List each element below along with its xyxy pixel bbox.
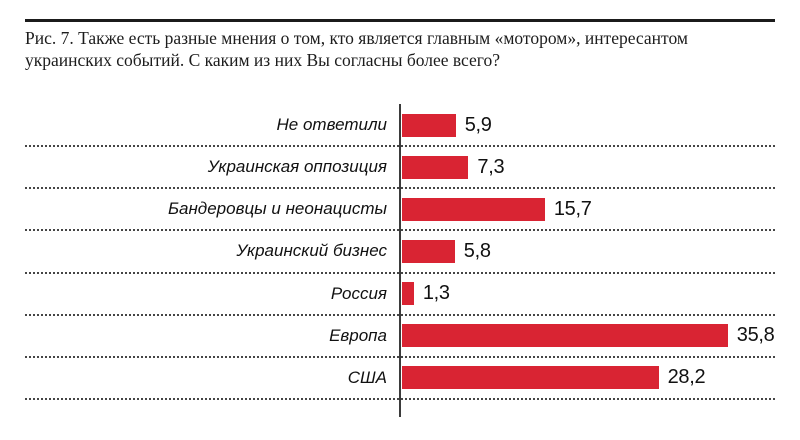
figure-caption: Рис. 7. Также есть разные мнения о том, … xyxy=(25,28,688,71)
value-label: 15,7 xyxy=(553,197,592,220)
value-label: 35,8 xyxy=(736,324,775,347)
category-label: Европа xyxy=(329,325,387,345)
bar xyxy=(402,197,545,221)
bar xyxy=(402,324,728,348)
category-label: Украинская оппозиция xyxy=(207,157,387,177)
bar xyxy=(402,113,456,137)
value-label: 28,2 xyxy=(667,366,706,389)
bar xyxy=(402,155,469,179)
bar xyxy=(402,282,414,306)
value-label: 1,3 xyxy=(422,282,450,305)
category-label: Россия xyxy=(330,283,387,303)
category-label: Украинский бизнес xyxy=(236,241,387,261)
value-label: 5,8 xyxy=(463,239,491,262)
baseline-axis xyxy=(399,104,401,417)
top-rule-divider xyxy=(25,19,775,22)
bar xyxy=(402,366,659,390)
value-label: 5,9 xyxy=(464,113,492,136)
bar xyxy=(402,239,455,263)
category-label: Бандеровцы и неонацисты xyxy=(167,199,387,219)
bar-chart: Не ответили 5,9 Украинская оппозиция 7,3… xyxy=(25,104,775,417)
category-label: Не ответили xyxy=(276,115,388,135)
value-label: 7,3 xyxy=(477,155,505,178)
category-label: США xyxy=(347,367,387,387)
